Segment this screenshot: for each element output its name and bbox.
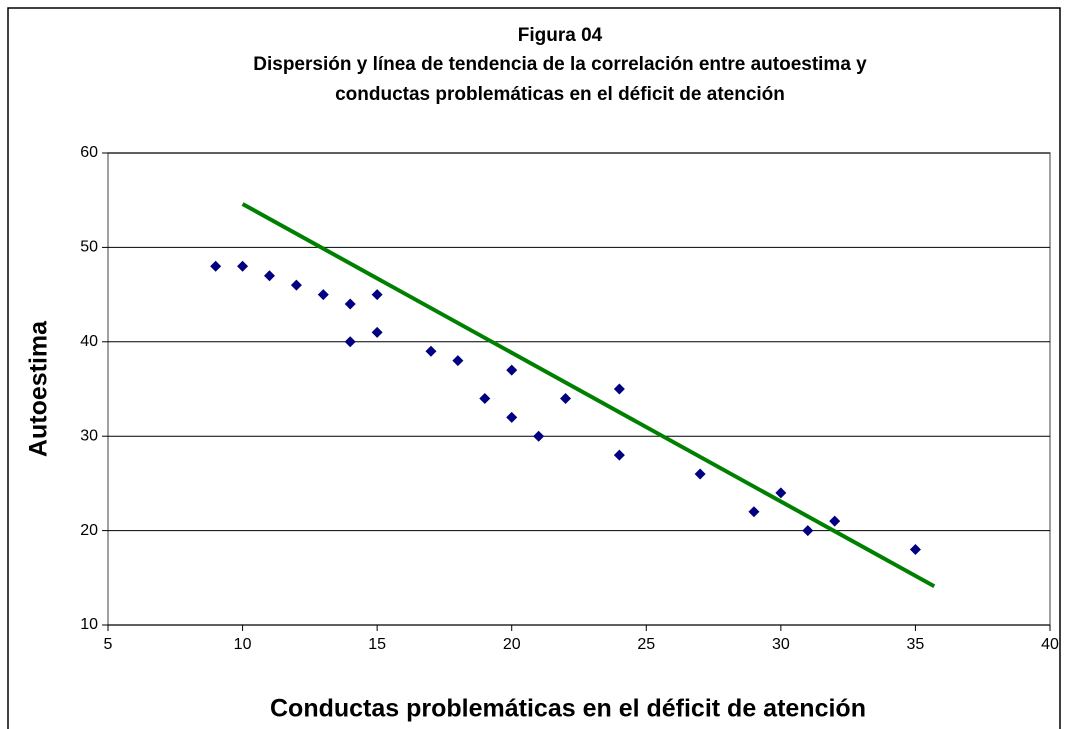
y-axis-label: Autoestima xyxy=(25,320,53,457)
point xyxy=(425,345,437,357)
y-tick-label: 40 xyxy=(80,333,98,350)
point xyxy=(317,289,329,301)
y-tick-label: 20 xyxy=(80,522,98,539)
point xyxy=(452,355,464,367)
x-tick-label: 25 xyxy=(637,636,655,653)
point xyxy=(613,449,625,461)
chart-subtitle: conductas problemáticas en el déficit de… xyxy=(335,84,785,105)
point xyxy=(802,525,814,537)
point xyxy=(344,298,356,310)
point xyxy=(263,270,275,282)
chart-subtitle: Dispersión y línea de tendencia de la co… xyxy=(253,54,867,75)
x-tick-label: 30 xyxy=(772,636,790,653)
point xyxy=(290,279,302,291)
point xyxy=(344,336,356,348)
x-tick-label: 10 xyxy=(234,636,252,653)
y-tick-label: 30 xyxy=(80,427,98,444)
point xyxy=(533,430,545,442)
point xyxy=(479,392,491,404)
point xyxy=(909,543,921,555)
x-tick-label: 40 xyxy=(1041,636,1059,653)
point xyxy=(613,383,625,395)
y-tick-label: 60 xyxy=(80,144,98,161)
point xyxy=(506,411,518,423)
point xyxy=(829,515,841,527)
chart-title: Figura 04 xyxy=(518,25,603,46)
point xyxy=(560,392,572,404)
point xyxy=(694,468,706,480)
point xyxy=(506,364,518,376)
trend-line xyxy=(241,202,936,589)
point xyxy=(371,289,383,301)
x-tick-label: 5 xyxy=(104,636,113,653)
x-tick-label: 35 xyxy=(907,636,925,653)
point xyxy=(237,260,249,272)
chart-frame xyxy=(7,7,1061,729)
point xyxy=(775,487,787,499)
x-tick-label: 20 xyxy=(503,636,521,653)
y-tick-label: 50 xyxy=(80,239,98,256)
point xyxy=(210,260,222,272)
point xyxy=(371,326,383,338)
point xyxy=(748,506,760,518)
y-tick-label: 10 xyxy=(80,616,98,633)
x-axis-label: Conductas problemáticas en el déficit de… xyxy=(270,695,866,723)
x-tick-label: 15 xyxy=(368,636,386,653)
